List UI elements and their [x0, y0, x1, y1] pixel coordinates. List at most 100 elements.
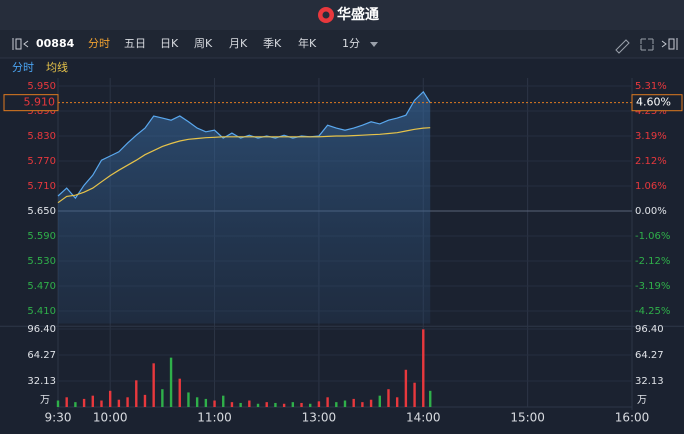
x-tick-label: 13:00 [302, 411, 337, 425]
tab[interactable]: 分时 [88, 37, 110, 50]
tab[interactable]: 五日 [124, 37, 146, 50]
volume-bar [256, 403, 260, 407]
volume-bar [309, 403, 312, 407]
volume-bar [300, 402, 303, 407]
last-price-box [3, 94, 59, 112]
y-tick-label: 5.770 [27, 156, 56, 167]
volume-bar [369, 399, 373, 407]
y2-tick-label: 1.06% [635, 181, 667, 192]
legend-entry: 均线 [46, 60, 68, 74]
legend-entry: 分时 [12, 61, 34, 74]
volume-bar [239, 402, 242, 407]
y2-tick-label: 5.31% [635, 81, 667, 92]
y-tick-label: 5.410 [27, 306, 56, 317]
draw-icon[interactable] [615, 39, 630, 54]
y2-tick-label: 2.12% [635, 156, 667, 167]
volume-bar [230, 402, 234, 407]
expand-icon[interactable] [661, 38, 678, 50]
volume-bar [108, 390, 112, 407]
toolbar [0, 30, 684, 58]
fullscreen-icon[interactable] [640, 38, 654, 51]
x-tick-label: 16:00 [615, 411, 650, 425]
volume-bar [117, 399, 121, 407]
volume-bar [56, 400, 60, 407]
volume-bar [100, 400, 103, 407]
volume-bar [387, 389, 390, 407]
volume-bar [187, 392, 190, 407]
x-tick-label: 10:00 [93, 411, 128, 425]
y-tick-label: 5.890 [27, 106, 56, 117]
tab[interactable]: 月K [229, 37, 248, 50]
x-tick-label: 11:00 [197, 411, 232, 425]
logo-icon-hole [322, 11, 330, 19]
y-tick-label: 5.590 [27, 231, 56, 242]
volume-bar [152, 363, 155, 407]
volume-bar [161, 389, 164, 407]
volume-bar [91, 395, 94, 407]
volume-bar [326, 397, 329, 407]
volume-bar [82, 398, 86, 407]
header-bar [0, 0, 684, 30]
volume-bar [395, 397, 399, 407]
y2-tick-label: -3.19% [635, 281, 670, 292]
volume-bar [291, 402, 295, 407]
volume-bar [317, 401, 321, 407]
y-tick-label: 32.13 [635, 376, 664, 387]
dropdown-arrow[interactable] [370, 42, 378, 47]
y2-tick-label: 0.00% [635, 206, 667, 217]
logo-text: 华盛通 [337, 6, 379, 23]
y2-tick-label: -2.12% [635, 256, 670, 267]
unit-label: 万 [637, 395, 647, 406]
collapse-icon[interactable] [12, 38, 29, 50]
average-line [57, 127, 431, 204]
volume-bar [74, 402, 77, 407]
y-tick-label: 5.830 [27, 131, 56, 142]
tab[interactable]: 周K [194, 37, 213, 50]
y-tick-label: 5.710 [27, 181, 56, 192]
stock-code: 00884 [36, 37, 75, 50]
volume-bar [413, 382, 416, 407]
y-tick-label: 96.40 [635, 324, 664, 335]
y-tick-label: 96.40 [27, 324, 56, 335]
volume-bar [343, 400, 347, 407]
volume-bar [135, 380, 138, 407]
y-tick-label: 5.950 [27, 81, 56, 92]
volume-bar [248, 400, 251, 407]
volume-bar [222, 395, 225, 407]
last-change-box [631, 94, 683, 112]
volume-bar [204, 398, 208, 407]
volume-bar [404, 369, 408, 407]
unit-label: 万 [40, 395, 50, 406]
y-tick-label: 5.650 [27, 206, 56, 217]
y-tick-label: 64.27 [27, 350, 56, 361]
y-tick-label: 32.13 [27, 376, 56, 387]
volume-bar [378, 395, 381, 407]
volume-bar [178, 378, 181, 407]
y-tick-label: 5.530 [27, 256, 56, 267]
x-tick-label: 9:30 [45, 411, 72, 425]
volume-bar [361, 402, 364, 407]
price-area [58, 91, 431, 324]
tab[interactable]: 日K [160, 37, 179, 50]
y2-tick-label: -4.25% [635, 306, 670, 317]
volume-bar [213, 400, 216, 407]
volume-bar [169, 357, 173, 407]
x-tick-label: 14:00 [406, 411, 441, 425]
volume-bar [422, 329, 425, 407]
y2-tick-label: 3.19% [635, 131, 667, 142]
tab[interactable]: 季K [263, 37, 282, 50]
volume-bar [429, 390, 432, 407]
volume-bar [126, 397, 129, 407]
volume-bar [282, 403, 286, 407]
volume-bar [195, 397, 199, 407]
last-change-label: 4.60% [636, 96, 671, 109]
volume-bar [352, 398, 355, 407]
y-tick-label: 5.470 [27, 281, 56, 292]
y2-tick-label: 4.25% [635, 106, 667, 117]
tab[interactable]: 1分 [342, 37, 360, 50]
y-tick-label: 64.27 [635, 350, 664, 361]
tab[interactable]: 年K [298, 36, 317, 50]
last-price-label: 5.910 [24, 96, 56, 109]
